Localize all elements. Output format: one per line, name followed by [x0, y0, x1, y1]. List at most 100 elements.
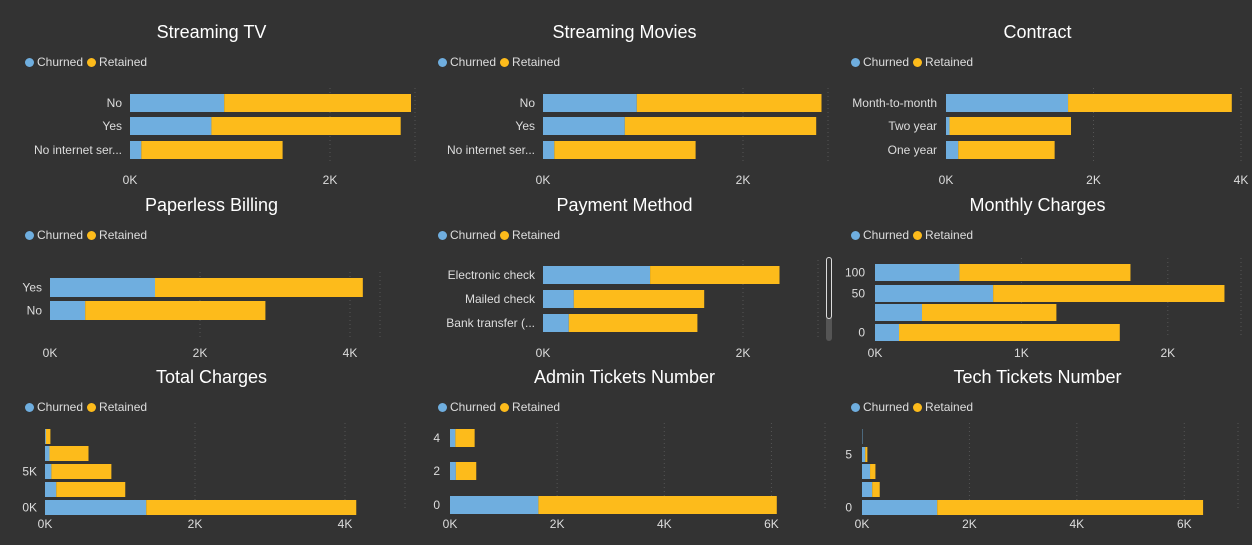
- bar-retained[interactable]: [870, 464, 875, 479]
- bar-churned[interactable]: [862, 447, 865, 462]
- bar-churned[interactable]: [543, 290, 574, 308]
- bar-churned[interactable]: [543, 141, 554, 159]
- bar-retained[interactable]: [146, 500, 356, 515]
- category-label: Bank transfer (...: [446, 316, 535, 330]
- bar-retained[interactable]: [224, 94, 411, 112]
- bar-retained[interactable]: [56, 482, 125, 497]
- bar-churned[interactable]: [50, 278, 155, 297]
- bar-retained[interactable]: [958, 141, 1054, 159]
- bar-retained[interactable]: [538, 496, 776, 514]
- bar-churned[interactable]: [130, 117, 211, 135]
- bar-retained[interactable]: [922, 304, 1056, 321]
- category-label: Yes: [515, 119, 535, 133]
- bar-retained[interactable]: [650, 266, 779, 284]
- bar-churned[interactable]: [875, 304, 922, 321]
- bar-retained[interactable]: [455, 429, 474, 447]
- bar-retained[interactable]: [211, 117, 400, 135]
- bar-retained[interactable]: [625, 117, 816, 135]
- category-label: No: [107, 96, 123, 110]
- bar-retained[interactable]: [50, 446, 89, 461]
- bar-churned[interactable]: [875, 324, 899, 341]
- x-tick-label: 4K: [657, 517, 672, 531]
- y-tick-label: 5: [845, 448, 852, 462]
- bar-retained[interactable]: [899, 324, 1120, 341]
- x-tick-label: 4K: [1070, 517, 1085, 531]
- category-label: Month-to-month: [852, 96, 937, 110]
- x-tick-label: 6K: [764, 517, 779, 531]
- bar-retained[interactable]: [155, 278, 363, 297]
- bar-churned[interactable]: [543, 314, 569, 332]
- category-label: Two year: [888, 119, 937, 133]
- bar-retained[interactable]: [872, 482, 880, 497]
- category-label: Yes: [22, 281, 42, 295]
- bar-retained[interactable]: [637, 94, 822, 112]
- y-tick-label: 0: [845, 501, 852, 515]
- bar-retained[interactable]: [937, 500, 1203, 515]
- bar-retained[interactable]: [993, 285, 1224, 302]
- bar-retained[interactable]: [456, 462, 476, 480]
- bar-retained[interactable]: [554, 141, 695, 159]
- bar-churned[interactable]: [862, 500, 937, 515]
- bar-churned[interactable]: [543, 94, 637, 112]
- category-label: Yes: [102, 119, 122, 133]
- bar-churned[interactable]: [50, 301, 85, 320]
- bar-churned[interactable]: [45, 500, 146, 515]
- bar-retained[interactable]: [141, 141, 282, 159]
- bar-churned[interactable]: [875, 285, 993, 302]
- bar-retained[interactable]: [959, 264, 1130, 281]
- bar-retained[interactable]: [51, 464, 111, 479]
- y-tick-label: 0: [858, 326, 865, 340]
- y-tick-label: 0K: [22, 501, 37, 515]
- bar-churned[interactable]: [875, 264, 959, 281]
- x-tick-label: 2K: [962, 517, 977, 531]
- y-tick-label: 5K: [22, 465, 37, 479]
- bar-retained[interactable]: [46, 429, 51, 444]
- bar-churned[interactable]: [45, 446, 50, 461]
- bar-retained[interactable]: [1068, 94, 1232, 112]
- bar-churned[interactable]: [45, 482, 56, 497]
- bar-churned[interactable]: [543, 266, 650, 284]
- y-tick-label: 50: [852, 287, 866, 301]
- bar-retained[interactable]: [950, 117, 1071, 135]
- bar-churned[interactable]: [543, 117, 625, 135]
- x-tick-label: 0K: [38, 517, 53, 531]
- category-label: Electronic check: [448, 268, 536, 282]
- bar-churned[interactable]: [45, 429, 46, 444]
- x-tick-label: 4K: [338, 517, 353, 531]
- bar-churned[interactable]: [450, 496, 538, 514]
- category-label: No internet ser...: [447, 143, 535, 157]
- bar-churned[interactable]: [130, 94, 224, 112]
- x-tick-label: 2K: [188, 517, 203, 531]
- bar-churned[interactable]: [450, 429, 455, 447]
- bar-churned[interactable]: [946, 117, 950, 135]
- bar-retained[interactable]: [569, 314, 698, 332]
- y-tick-label: 0: [433, 498, 440, 512]
- bar-churned[interactable]: [45, 464, 51, 479]
- bar-churned[interactable]: [862, 464, 870, 479]
- x-tick-label: 0K: [855, 517, 870, 531]
- bar-churned[interactable]: [130, 141, 141, 159]
- bar-churned[interactable]: [862, 482, 872, 497]
- bar-retained[interactable]: [85, 301, 265, 320]
- x-tick-label: 0K: [443, 517, 458, 531]
- bar-retained[interactable]: [574, 290, 704, 308]
- bar-retained[interactable]: [865, 447, 867, 462]
- bar-churned[interactable]: [946, 141, 958, 159]
- bar-churned[interactable]: [946, 94, 1068, 112]
- bar-churned[interactable]: [450, 462, 456, 480]
